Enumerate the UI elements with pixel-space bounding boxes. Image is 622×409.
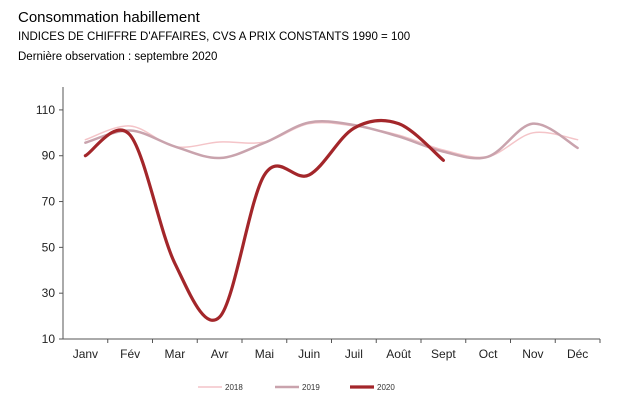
chart-last-observation: Dernière observation : septembre 2020 — [18, 51, 218, 63]
legend-label-2019: 2019 — [302, 383, 320, 392]
y-tick-label: 50 — [42, 240, 56, 254]
x-tick-label: Juil — [345, 347, 363, 361]
series-line-2019 — [84, 120, 579, 160]
x-tick-label: Mar — [165, 347, 186, 361]
x-tick-label: Mai — [255, 347, 274, 361]
y-tick-label: 70 — [42, 195, 56, 209]
x-tick-label: Août — [386, 347, 411, 361]
x-tick-label: Oct — [479, 347, 498, 361]
x-tick-label: Sept — [431, 347, 456, 361]
x-tick-label: Avr — [211, 347, 229, 361]
y-tick-label: 110 — [36, 103, 55, 117]
y-tick-label: 90 — [42, 149, 56, 163]
x-tick-label: Déc — [567, 347, 588, 361]
x-tick-label: Janv — [73, 347, 98, 361]
x-tick-label: Juin — [298, 347, 320, 361]
chart-subtitle: INDICES DE CHIFFRE D'AFFAIRES, CVS A PRI… — [18, 31, 411, 43]
legend-label-2018: 2018 — [225, 383, 243, 392]
x-tick-label: Nov — [522, 347, 543, 361]
legend-label-2020: 2020 — [377, 383, 395, 392]
chart-title: Consommation habillement — [18, 9, 200, 26]
x-tick-label: Fév — [120, 347, 140, 361]
y-tick-label: 30 — [42, 286, 56, 300]
series-line-2020 — [83, 118, 445, 322]
y-tick-label: 10 — [42, 332, 56, 346]
